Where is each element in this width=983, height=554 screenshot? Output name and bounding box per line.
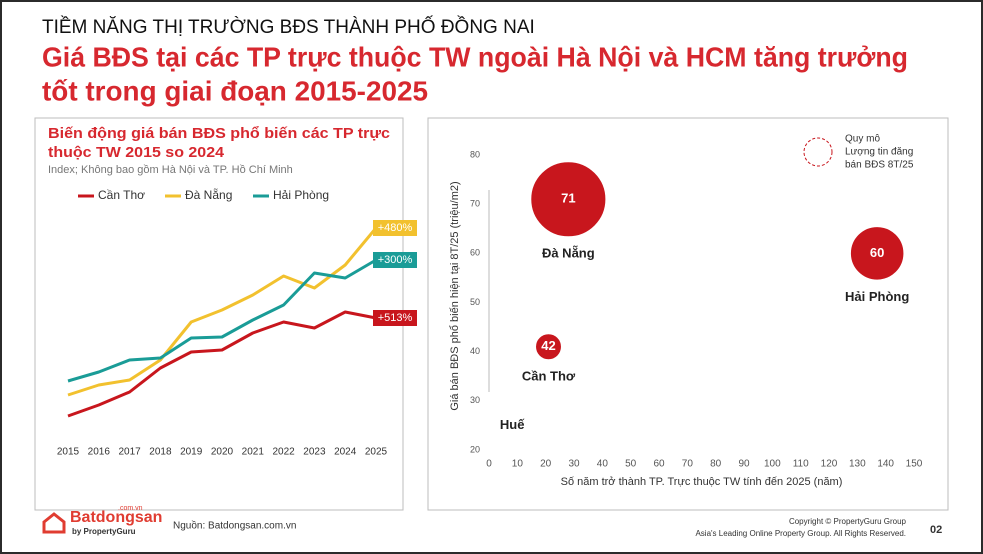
x-tick-label: 100 bbox=[764, 459, 781, 470]
legend-label: Hải Phòng bbox=[273, 188, 329, 202]
end-label-box bbox=[373, 310, 417, 326]
end-label: +480% bbox=[378, 222, 413, 234]
x-tick-label: 2023 bbox=[303, 447, 326, 458]
line-series bbox=[67, 258, 377, 383]
title-line: tốt trong giai đoạn 2015-2025 bbox=[42, 75, 428, 106]
bubble bbox=[849, 225, 905, 282]
x-tick-label: 20 bbox=[540, 459, 552, 470]
x-tick-label: 50 bbox=[625, 459, 637, 470]
x-tick-label: 150 bbox=[906, 459, 923, 470]
x-tick-label: 90 bbox=[738, 459, 750, 470]
x-tick-label: 70 bbox=[682, 459, 694, 470]
y-tick-label: 60 bbox=[470, 248, 480, 258]
y-tick-label: 20 bbox=[470, 444, 480, 454]
x-tick-label: 40 bbox=[597, 459, 609, 470]
logo-icon bbox=[42, 512, 66, 534]
chart-title: thuộc TW 2015 so 2024 bbox=[48, 144, 225, 161]
end-label: +300% bbox=[378, 254, 413, 266]
x-tick-label: 2022 bbox=[272, 447, 295, 458]
line-series bbox=[67, 227, 378, 397]
end-label: +513% bbox=[378, 312, 413, 324]
logo-domain: .com.vn bbox=[118, 505, 143, 512]
logo: Batdongsan .com.vn by PropertyGuru bbox=[42, 505, 162, 536]
x-tick-label: 80 bbox=[710, 459, 722, 470]
bubble-value: 60 bbox=[870, 245, 884, 260]
bubble-value: 71 bbox=[561, 191, 575, 206]
x-tick-label: 10 bbox=[512, 459, 524, 470]
y-tick-label: 30 bbox=[470, 395, 480, 405]
x-tick-label: 2016 bbox=[88, 447, 111, 458]
size-legend-symbol bbox=[803, 137, 833, 167]
bubble bbox=[534, 332, 563, 361]
end-label-box bbox=[373, 220, 417, 236]
logo-tagline: by PropertyGuru bbox=[72, 527, 136, 536]
x-tick-label: 2019 bbox=[180, 447, 203, 458]
kicker: TIỀM NĂNG THỊ TRƯỜNG BĐS THÀNH PHỐ ĐỒNG … bbox=[42, 16, 535, 38]
y-axis-title: Giá bán BĐS phổ biến hiện tại 8T/25 (tri… bbox=[449, 181, 461, 410]
legend-label: Cần Thơ bbox=[98, 188, 145, 202]
size-legend-label: Lượng tin đăng bbox=[845, 147, 913, 158]
source: Nguồn: Batdongsan.com.vn bbox=[173, 520, 296, 532]
x-tick-label: 60 bbox=[653, 459, 665, 470]
page-number: 02 bbox=[930, 524, 942, 536]
chart-subtitle: Index; Không bao gồm Hà Nội và TP. Hồ Ch… bbox=[48, 164, 293, 176]
x-tick-label: 2018 bbox=[149, 447, 172, 458]
x-tick-label: 120 bbox=[821, 459, 838, 470]
x-tick-label: 0 bbox=[486, 459, 492, 470]
logo-text: Batdongsan bbox=[70, 509, 162, 526]
line-series bbox=[67, 310, 377, 418]
right-panel bbox=[427, 117, 949, 511]
y-tick-label: 80 bbox=[470, 149, 480, 159]
chart-title: Biến động giá bán BĐS phổ biến các TP tr… bbox=[48, 125, 390, 142]
x-tick-label: 2015 bbox=[57, 447, 80, 458]
x-tick-label: 30 bbox=[568, 459, 580, 470]
legend-label: Đà Nẵng bbox=[185, 187, 232, 202]
x-tick-label: 2024 bbox=[334, 447, 357, 458]
x-tick-label: 130 bbox=[849, 459, 866, 470]
bubble-value: 42 bbox=[541, 338, 555, 353]
y-tick-label: 70 bbox=[470, 199, 480, 209]
point-label: Huế bbox=[500, 417, 525, 432]
end-label-box bbox=[373, 252, 417, 268]
x-tick-label: 2017 bbox=[118, 447, 141, 458]
y-tick-label: 50 bbox=[470, 297, 480, 307]
copyright: Asia's Leading Online Property Group. Al… bbox=[695, 529, 906, 538]
x-tick-label: 2021 bbox=[242, 447, 265, 458]
point-label: Đà Nẵng bbox=[542, 245, 595, 260]
x-tick-label: 2020 bbox=[211, 447, 234, 458]
copyright: Copyright © PropertyGuru Group bbox=[789, 517, 907, 526]
point-label: Hải Phòng bbox=[845, 289, 909, 304]
x-tick-label: 2025 bbox=[365, 447, 388, 458]
point-label: Cần Thơ bbox=[522, 368, 576, 383]
x-axis-title: Số năm trở thành TP. Trực thuộc TW tính … bbox=[561, 476, 843, 488]
title-line: Giá BĐS tại các TP trực thuộc TW ngoài H… bbox=[42, 41, 908, 72]
x-tick-label: 110 bbox=[793, 459, 809, 470]
size-legend-label: Quy mô bbox=[845, 134, 880, 145]
x-tick-label: 140 bbox=[877, 459, 894, 470]
y-tick-label: 40 bbox=[470, 346, 480, 356]
size-legend-label: bán BĐS 8T/25 bbox=[845, 160, 914, 171]
bubble bbox=[529, 160, 607, 238]
